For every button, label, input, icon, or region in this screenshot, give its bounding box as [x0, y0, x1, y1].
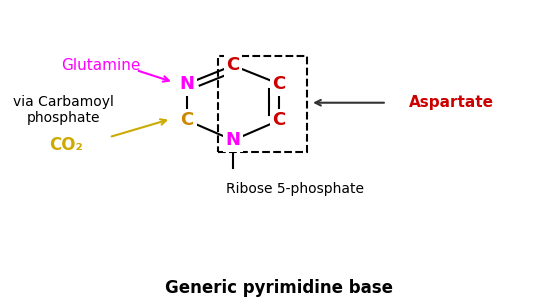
Text: Ribose 5-phosphate: Ribose 5-phosphate — [226, 182, 364, 196]
Text: Aspartate: Aspartate — [409, 95, 494, 110]
Text: C: C — [227, 56, 240, 75]
Text: Glutamine: Glutamine — [61, 58, 141, 73]
Text: N: N — [180, 75, 195, 93]
Text: Generic pyrimidine base: Generic pyrimidine base — [165, 279, 393, 297]
Text: C: C — [272, 75, 285, 93]
Text: CO₂: CO₂ — [49, 136, 82, 154]
Text: C: C — [272, 111, 285, 129]
Text: via Carbamoyl
phosphate: via Carbamoyl phosphate — [13, 95, 114, 125]
Bar — [218, 56, 307, 152]
Text: N: N — [226, 131, 240, 149]
Text: C: C — [180, 111, 194, 129]
